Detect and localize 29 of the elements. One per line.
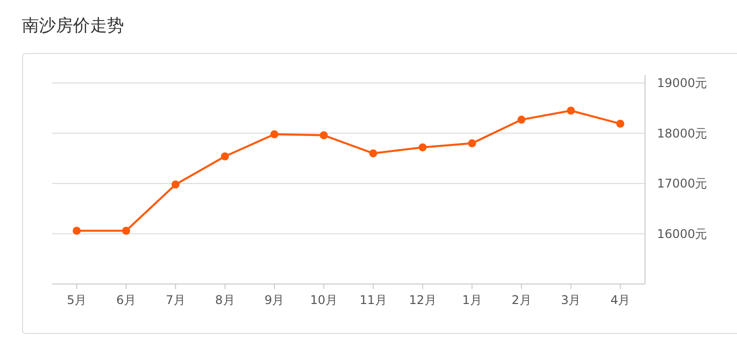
x-tick-label: 2月 bbox=[512, 293, 532, 307]
point bbox=[220, 152, 229, 160]
title: 南沙房价走势 bbox=[22, 16, 124, 36]
point bbox=[517, 116, 526, 124]
y-tick-label: 17000元 bbox=[657, 176, 708, 190]
point bbox=[616, 120, 624, 128]
point bbox=[468, 139, 476, 148]
x-tick-label: 3月 bbox=[561, 293, 581, 307]
point bbox=[566, 106, 575, 115]
point bbox=[122, 226, 130, 235]
x-tick-label: 1月 bbox=[462, 293, 482, 307]
x-tick-label: 11月 bbox=[360, 293, 387, 307]
x-tick-label: 5月 bbox=[66, 293, 87, 307]
x-tick-label: 9月 bbox=[264, 293, 284, 307]
y-tick-label: 18000元 bbox=[657, 126, 708, 140]
point bbox=[320, 131, 328, 140]
point bbox=[172, 180, 180, 189]
x-tick-label: 10月 bbox=[310, 293, 338, 307]
x-tick-label: 8月 bbox=[215, 293, 235, 307]
point bbox=[72, 226, 81, 235]
x-tick-label: 12月 bbox=[408, 293, 436, 307]
point bbox=[369, 149, 378, 158]
x-tick-label: 6月 bbox=[116, 293, 136, 307]
x-tick-label: 7月 bbox=[166, 293, 186, 307]
x-tick-label: 4月 bbox=[610, 293, 630, 307]
point bbox=[418, 143, 427, 152]
point bbox=[270, 130, 278, 138]
y-tick-label: 19000元 bbox=[657, 76, 708, 90]
y-tick-label: 16000元 bbox=[657, 226, 708, 241]
